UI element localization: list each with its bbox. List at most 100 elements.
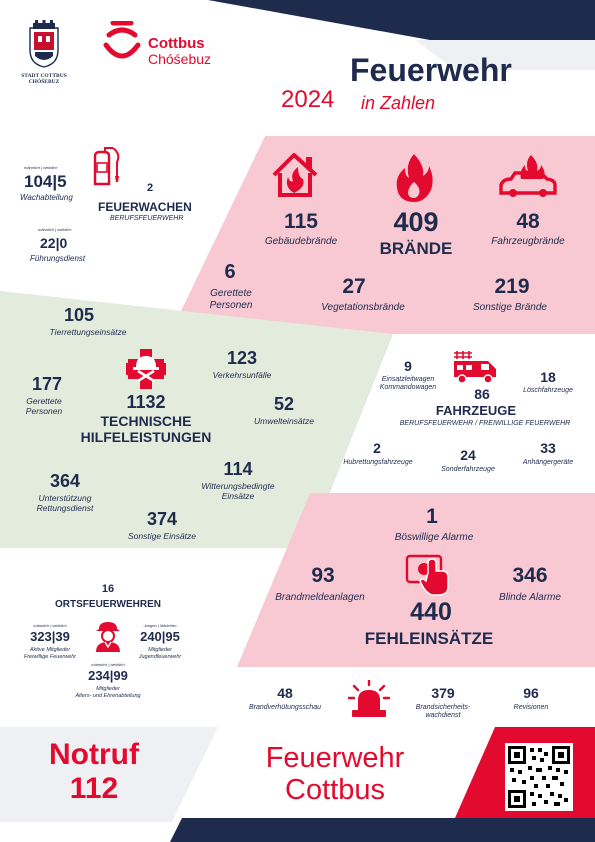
vegetation-fires-label: Vegetationsbrände <box>321 302 405 313</box>
vehicle-fires-value: 48 <box>516 210 540 233</box>
fires-band <box>170 136 595 334</box>
footer-wedge <box>0 727 218 822</box>
youth-members-label-2: Jugendfeuerwehr <box>138 653 182 660</box>
senior-members-label-2: Alters- und Ehrenabteilung <box>75 692 141 699</box>
fire-truck-icon <box>452 347 498 385</box>
false-alarms-total-label: FEHLEINSÄTZE <box>364 629 494 648</box>
senior-members-value: 234|99 <box>88 668 128 683</box>
coat-of-arms-caption: STADT COTTBUS CHÓŠEBUZ <box>14 73 74 85</box>
leaders-label: Führungsdienst <box>30 254 86 263</box>
malicious-alarms-value: 1 <box>426 505 438 528</box>
youth-members-caption: Jungen | Mädchen <box>143 623 177 628</box>
bottom-banner <box>170 818 595 842</box>
youth-members-label-1: Mitglieder <box>148 647 172 653</box>
flame-icon <box>393 152 435 204</box>
revisions-label: Revisionen <box>513 704 549 711</box>
fire-rescued-label: Gerettete Personen <box>200 288 262 312</box>
ambulance-support-label-2: Rettungsdienst <box>36 503 94 514</box>
aerial-vehicles-value: 2 <box>373 440 381 456</box>
technical-total-label-2: HILFELEISTUNGEN <box>80 429 212 446</box>
tech-rescued-label-1: Gerettete <box>26 396 62 406</box>
page-title: Feuerwehr <box>350 52 512 88</box>
command-vehicles-label: Einsatzleitwagen Kommandowagen <box>364 376 452 393</box>
fire-alarm-systems-value: 93 <box>311 564 335 587</box>
weather-label-2: Einsätze <box>221 491 255 502</box>
weather-label-1: Witterungsbedingte <box>201 481 275 491</box>
vehicle-fires-label: Fahrzeugbrände <box>491 236 565 247</box>
coat-of-arms-logo <box>27 20 61 68</box>
weather-value: 114 <box>223 459 253 479</box>
fire-inspection-value: 48 <box>277 685 293 701</box>
alarm-button-icon <box>404 553 454 597</box>
fire-alarm-systems-label: Brandmeldeanlagen <box>275 592 365 603</box>
active-members-label: Aktive Mitglieder Freiwillige Feuerwehr <box>10 647 90 660</box>
technical-total-value: 1132 <box>126 392 166 412</box>
coat-caption-line-2: CHÓŠEBUZ <box>28 79 60 86</box>
title-subtitle: in Zahlen <box>361 93 436 113</box>
warning-light-icon <box>346 678 392 718</box>
personnel-label: Wachabteilung <box>20 193 73 202</box>
active-members-label-1: Aktive Mitglieder <box>29 647 71 653</box>
ambulance-support-value: 364 <box>49 471 81 491</box>
fire-rescued-value: 6 <box>224 261 236 283</box>
vehicles-total-value: 86 <box>474 386 490 402</box>
technical-total-label-1: TECHNISCHE <box>100 413 192 429</box>
senior-members-label-1: Mitglieder <box>96 686 120 692</box>
special-vehicles-value: 24 <box>460 447 476 463</box>
city-name-sorbian: Chóśebuz <box>148 51 212 67</box>
technical-band <box>0 291 393 548</box>
senior-members-caption: männlich | weiblich <box>91 662 125 667</box>
emergency-label: Notruf <box>49 738 139 771</box>
environment-value: 52 <box>273 394 295 414</box>
active-members-label-2: Freiwillige Feuerwehr <box>23 653 77 660</box>
vehicles-total-label: FAHRZEUGE <box>435 403 517 418</box>
malicious-alarms-label: Böswillige Alarme <box>394 532 474 543</box>
fire-extinguisher-icon <box>91 146 125 186</box>
fire-watch-label-1: Brandsicherheits- <box>415 704 471 711</box>
fire-watch-label-2: wachdienst <box>425 712 461 720</box>
command-vehicles-value: 9 <box>404 358 412 374</box>
false-alarms-total-value: 440 <box>410 598 452 626</box>
vegetation-fires-value: 27 <box>342 275 366 298</box>
qr-code[interactable] <box>505 743 573 811</box>
tech-rescued-value: 177 <box>31 374 63 394</box>
fires-total-value: 409 <box>393 207 439 237</box>
top-banner <box>208 0 595 40</box>
personnel-caption: männlich | weiblich <box>24 165 58 170</box>
revisions-value: 96 <box>523 685 539 701</box>
command-vehicles-label-2: Kommandowagen <box>379 384 437 392</box>
animal-rescue-value: 105 <box>63 305 95 325</box>
cottbus-logo-icon <box>103 20 141 61</box>
fire-watch-value: 379 <box>431 685 455 701</box>
fire-rescued-label-1: Gerettete <box>210 288 252 299</box>
ambulance-support-label: Unterstützung Rettungsdienst <box>16 493 114 513</box>
other-fires-value: 219 <box>494 275 530 298</box>
traffic-accidents-label: Verkehrsunfälle <box>212 370 272 380</box>
other-missions-value: 374 <box>146 509 178 529</box>
fire-inspection-label: Brandverhütungsschau <box>249 704 321 711</box>
youth-members-label: Mitglieder Jugendfeuerwehr <box>122 647 198 660</box>
emergency-number: 112 <box>69 772 119 805</box>
car-fire-icon <box>497 153 559 199</box>
blind-alarms-label: Blinde Alarme <box>499 592 561 603</box>
coat-caption-line-1: STADT COTTBUS <box>21 73 67 79</box>
active-members-value: 323|39 <box>30 629 70 644</box>
city-name: Cottbus <box>148 35 205 52</box>
fire-engines-label: Löschfahrzeuge <box>523 387 573 394</box>
volunteer-stations-value: 16 <box>101 583 115 595</box>
tech-rescued-label-2: Personen <box>25 406 63 417</box>
title-year: 2024 <box>281 86 335 113</box>
fire-rescued-label-2: Personen <box>209 300 253 311</box>
building-fires-value: 115 <box>284 210 318 233</box>
animal-rescue-label: Tierrettungseinsätze <box>49 327 127 337</box>
traffic-accidents-value: 123 <box>226 348 258 368</box>
special-vehicles-label: Sonderfahrzeuge <box>441 466 495 473</box>
fire-engines-value: 18 <box>540 369 556 385</box>
fires-total-label: BRÄNDE <box>379 239 453 258</box>
firefighter-emblem-icon <box>124 347 168 391</box>
building-fires-label: Gebäudebrände <box>264 236 338 247</box>
trailers-label: Anhängergeräte <box>522 459 574 466</box>
active-members-caption: männlich | weiblich <box>33 623 67 628</box>
firefighter-person-icon <box>94 620 122 652</box>
